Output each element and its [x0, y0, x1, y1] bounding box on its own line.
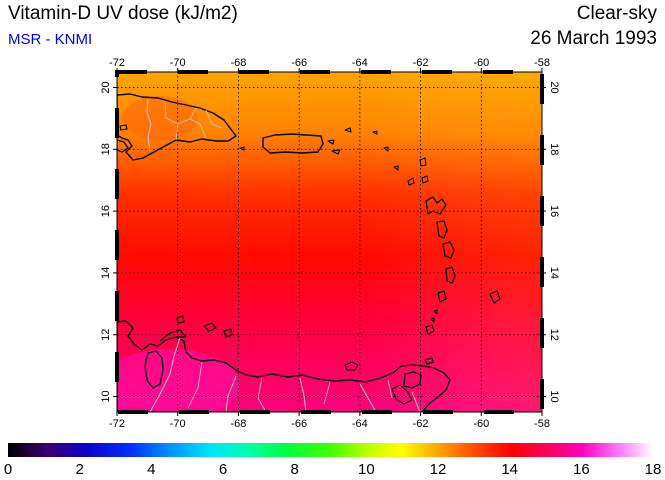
map-title: Vitamin-D UV dose (kJ/m2): [8, 3, 238, 24]
hispaniola-hotspot: [122, 96, 198, 140]
latitude-tick-label-left: 16: [100, 205, 112, 217]
axis-tick-labels: -72 -72 -70 -70 -68 -68 -66 -66 -64 -64 -62 -62 -60 -…: [100, 57, 560, 430]
colorbar-labels: 0 2 4 6 8 10 12 14 16 18: [4, 461, 662, 478]
national-borders: [149, 337, 421, 412]
longitude-tick-label-top: -66: [291, 57, 307, 69]
latitude-tick-label-right: 16: [548, 205, 560, 217]
latitude-tick-label-left: 10: [100, 390, 112, 402]
south-america-coast: [117, 320, 451, 412]
curacao-coast: [203, 322, 217, 332]
bonaire-coast: [223, 328, 233, 338]
lake-maracaibo: [144, 350, 164, 389]
margarita-island: [344, 361, 359, 371]
trinidad-coast: [403, 371, 422, 389]
haiti-peninsula: [117, 139, 129, 153]
latitude-tick-label-right: 14: [548, 267, 560, 279]
longitude-tick-label-bottom: -60: [473, 418, 489, 430]
grenadines: [430, 309, 438, 323]
latitude-tick-label-left: 20: [100, 81, 112, 93]
latitude-tick-label-right: 10: [548, 390, 560, 402]
map-frame: [113, 68, 546, 416]
sky-condition-label: Clear-sky: [576, 3, 657, 24]
latitude-tick-label-left: 12: [100, 329, 112, 341]
frame-bars: [115, 70, 544, 414]
st-vincent-coast: [437, 290, 447, 303]
hispaniola-coast: [117, 93, 237, 161]
colorbar-tick-label: 16: [573, 461, 590, 478]
mona-island: [239, 146, 245, 151]
longitude-tick-label-top: -58: [534, 57, 550, 69]
hispaniola-border: [146, 98, 152, 152]
virgin-islands: [372, 130, 389, 152]
barbados-coast: [489, 290, 501, 304]
colorbar-tick-label: 12: [430, 461, 447, 478]
colorbar-tick-label: 0: [4, 461, 12, 478]
antilles-north: [393, 157, 429, 186]
state-borders: [187, 361, 393, 412]
latitude-tick-label-right: 12: [548, 329, 560, 341]
longitude-tick-label-bottom: -66: [291, 418, 307, 430]
latitude-tick-label-left: 14: [100, 267, 112, 279]
colorbar-tick-label: 8: [290, 461, 298, 478]
aruba-coast: [176, 315, 185, 324]
vieques-islands: [327, 127, 352, 155]
longitude-tick-label-top: -68: [230, 57, 246, 69]
longitude-tick-label-bottom: -72: [109, 418, 125, 430]
colorbar-tick-label: 4: [147, 461, 155, 478]
puerto-rico-coast: [262, 133, 324, 154]
orinoco-delta: [391, 384, 413, 405]
longitude-tick-label-top: -70: [170, 57, 186, 69]
dominica-coast: [436, 220, 448, 239]
data-source-label: MSR - KNMI: [8, 31, 93, 48]
dominican-provinces: [164, 100, 223, 141]
latitude-tick-label-right: 18: [548, 143, 560, 155]
colorbar-tick-label: 6: [219, 461, 227, 478]
colorbar-tick-label: 18: [645, 461, 662, 478]
longitude-tick-label-bottom: -58: [534, 418, 550, 430]
guajira-peninsula: [159, 329, 187, 342]
longitude-tick-label-bottom: -70: [170, 418, 186, 430]
longitude-tick-label-bottom: -62: [413, 418, 429, 430]
grenada-coast: [425, 324, 435, 335]
coastlines: [117, 93, 501, 412]
date-label: 26 March 1993: [530, 28, 657, 49]
latitude-tick-label-left: 18: [100, 143, 112, 155]
tortuga-island: [119, 124, 128, 131]
longitude-tick-label-top: -72: [109, 57, 125, 69]
tobago-coast: [424, 357, 434, 365]
colorbar-tick-label: 10: [358, 461, 375, 478]
longitude-tick-label-top: -62: [413, 57, 429, 69]
longitude-tick-label-top: -64: [352, 57, 368, 69]
longitude-tick-label-top: -60: [473, 57, 489, 69]
latitude-tick-label-right: 20: [548, 81, 560, 93]
colorbar-tick-label: 14: [501, 461, 518, 478]
colorbar: [8, 443, 653, 457]
st-lucia-coast: [445, 266, 456, 284]
colorbar-tick-label: 2: [75, 461, 83, 478]
martinique-coast: [442, 241, 455, 259]
longitude-tick-label-bottom: -64: [352, 418, 368, 430]
guadeloupe-coast: [425, 196, 447, 215]
longitude-tick-label-bottom: -68: [230, 418, 246, 430]
